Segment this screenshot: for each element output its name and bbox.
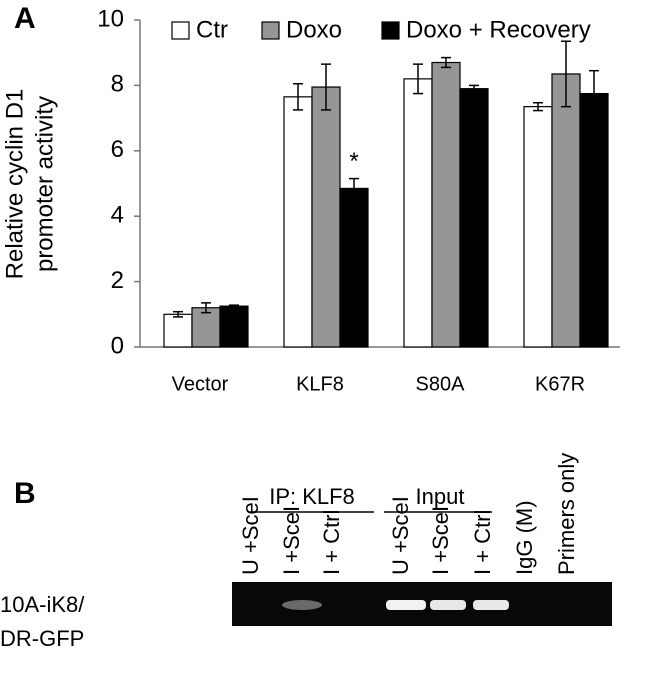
gel-band	[282, 600, 322, 610]
error-bar	[201, 302, 211, 314]
y-tick-label: 2	[111, 267, 124, 294]
legend-swatch	[261, 21, 280, 40]
y-tick-label: 0	[111, 332, 124, 359]
x-tick-label: S80A	[416, 373, 466, 395]
sample-label: 10A-iK8/	[0, 592, 85, 617]
x-tick-label: Vector	[172, 373, 229, 395]
lane-label: IgG (M)	[512, 500, 537, 575]
bar	[219, 305, 249, 348]
annotation: *	[349, 148, 358, 175]
bar	[191, 307, 221, 348]
legend-label: Doxo + Recovery	[406, 16, 591, 43]
x-tick-label: KLF8	[296, 373, 344, 395]
group-label: IP: KLF8	[269, 484, 355, 509]
error-bar	[349, 177, 359, 199]
gel-band	[473, 600, 509, 610]
panel-label: B	[14, 477, 36, 510]
bar	[339, 187, 369, 348]
x-tick-label: K67R	[535, 373, 585, 395]
lane-label: I + Ctrl	[470, 510, 495, 575]
panel-label: A	[14, 2, 36, 35]
error-bar	[441, 56, 451, 69]
y-tick-label: 6	[111, 136, 124, 163]
y-tick-label: 10	[97, 5, 124, 32]
error-bar	[533, 101, 543, 112]
y-tick-label: 4	[111, 202, 124, 229]
bar	[431, 61, 461, 348]
y-label-line: promoter activity	[31, 96, 58, 272]
sample-label: DR-GFP	[0, 626, 84, 651]
y-tick-label: 8	[111, 71, 124, 98]
gel-band	[430, 600, 466, 610]
error-bar	[293, 83, 303, 111]
bar	[579, 92, 609, 348]
lane-label: U +SceI	[238, 496, 263, 575]
legend-swatch	[381, 21, 400, 40]
gel-band	[386, 600, 426, 610]
group-label: Input	[416, 484, 465, 509]
lane-labels: U +SceI I +SceI I + Ctrl U +SceI I +SceI I + …	[238, 453, 579, 575]
y-axis-label: Relative cyclin D1 promoter activity	[1, 89, 58, 280]
error-bar	[229, 304, 239, 308]
error-bar	[173, 310, 183, 318]
error-bar	[561, 40, 571, 108]
lane-label: Primers only	[554, 453, 579, 575]
lane-label: I +SceI	[428, 506, 453, 575]
bar	[551, 73, 581, 348]
y-label-line: Relative cyclin D1	[1, 89, 28, 280]
bar	[459, 88, 489, 348]
lane-label: I + Ctrl	[319, 510, 344, 575]
error-bar	[413, 63, 423, 95]
legend-label: Ctr	[196, 16, 228, 43]
bar	[523, 106, 553, 348]
lane-label: U +SceI	[388, 496, 413, 575]
bar	[283, 96, 313, 348]
legend-label: Doxo	[286, 16, 342, 43]
error-bar	[589, 69, 599, 118]
error-bar	[469, 84, 479, 93]
bar	[163, 313, 193, 348]
error-bar	[321, 63, 331, 111]
bar	[403, 78, 433, 348]
legend-swatch	[171, 21, 190, 40]
bar	[311, 86, 341, 348]
lane-label: I +SceI	[279, 506, 304, 575]
